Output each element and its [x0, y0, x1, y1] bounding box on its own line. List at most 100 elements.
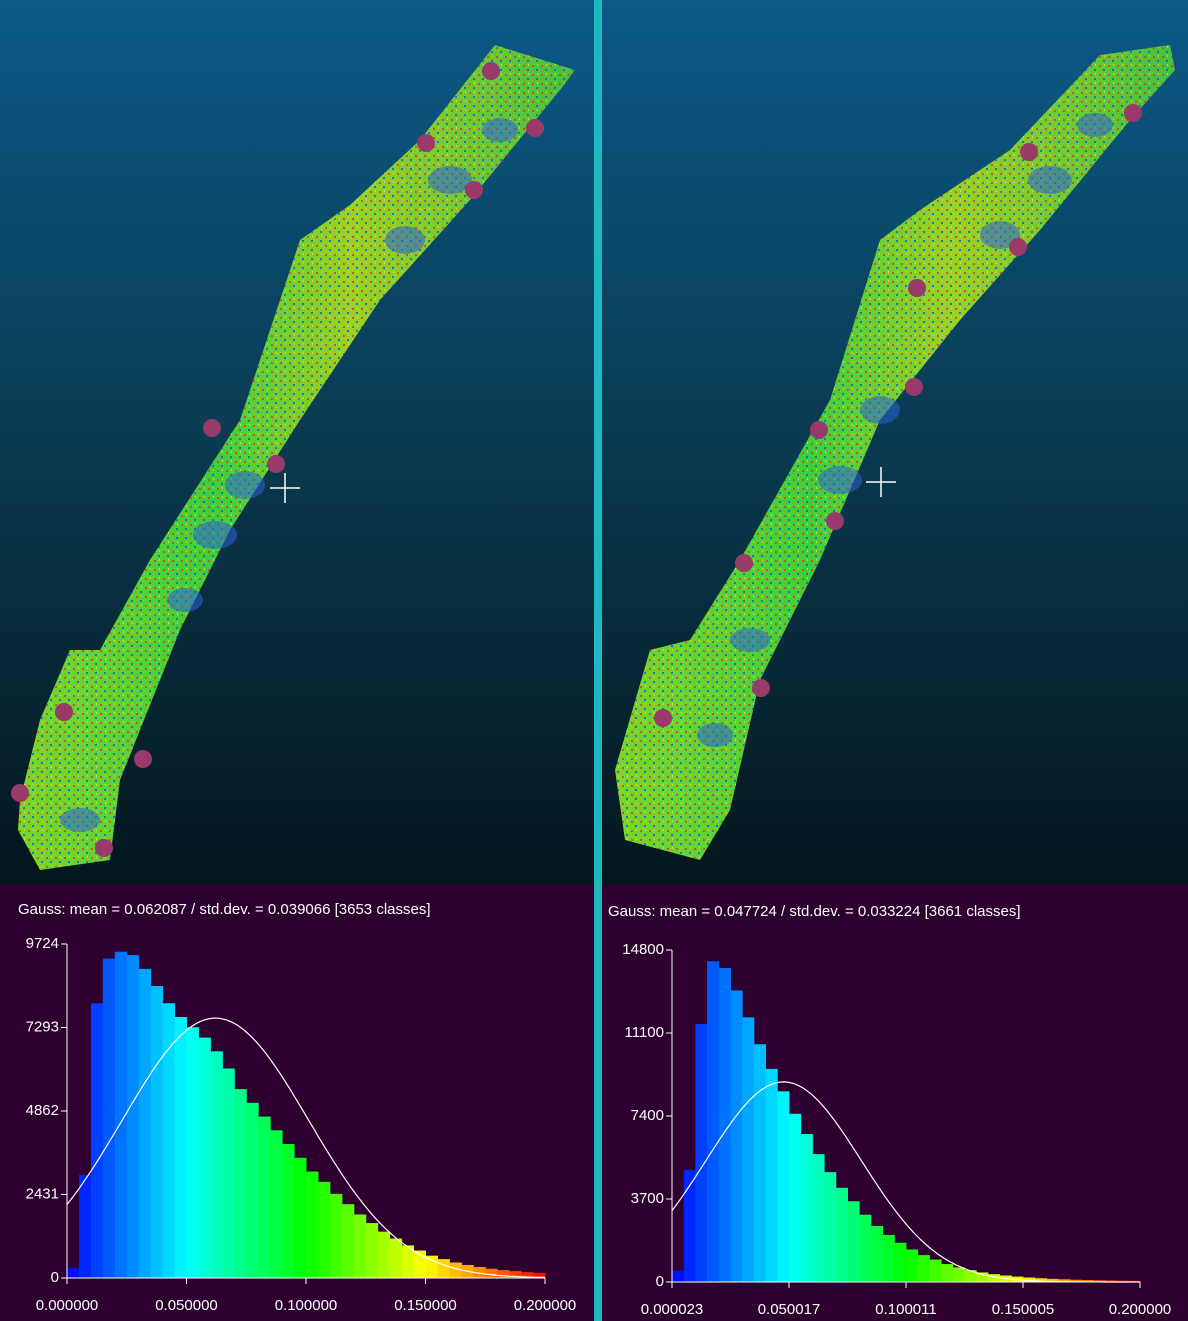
bar — [765, 1068, 778, 1282]
point-cloud-left — [11, 45, 575, 870]
bar — [126, 955, 140, 1278]
bar — [270, 1130, 283, 1278]
bar — [859, 1214, 872, 1282]
bar — [174, 1016, 187, 1278]
bar — [222, 1068, 235, 1278]
bar — [1116, 1280, 1129, 1282]
bar — [162, 1003, 176, 1278]
x-tick-label: 0.150000 — [394, 1297, 457, 1314]
divider — [594, 0, 602, 1321]
bar — [138, 968, 152, 1278]
bar — [413, 1250, 426, 1278]
x-tick-label: 0.150005 — [992, 1301, 1055, 1318]
y-tick-label: 2431 — [26, 1185, 59, 1202]
bar — [317, 1181, 331, 1278]
bar — [341, 1204, 355, 1278]
x-tick-label: 0.050000 — [155, 1297, 218, 1314]
y-tick-label: 11100 — [625, 1024, 665, 1041]
bar — [150, 986, 164, 1278]
point-cloud-right — [615, 45, 1175, 860]
histogram-title: Gauss: mean = 0.047724 / std.dev. = 0.03… — [608, 903, 1021, 920]
bar — [672, 1270, 685, 1282]
bar — [90, 1003, 104, 1278]
x-tick-label: 0.050017 — [758, 1301, 821, 1318]
bar — [246, 1102, 259, 1278]
y-tick-label: 7400 — [631, 1107, 664, 1124]
bar — [1058, 1279, 1071, 1282]
bar — [1081, 1279, 1094, 1282]
bar — [870, 1225, 884, 1282]
x-tick-label: 0.200000 — [1109, 1301, 1172, 1318]
bar — [952, 1267, 965, 1282]
bar — [917, 1255, 930, 1282]
bar — [894, 1242, 907, 1282]
bar — [987, 1274, 1001, 1282]
bar — [497, 1270, 510, 1278]
bar — [509, 1271, 522, 1278]
bar — [521, 1272, 534, 1278]
y-tick-label: 3700 — [631, 1190, 664, 1207]
bar — [401, 1245, 415, 1278]
bar — [437, 1259, 450, 1278]
bar — [730, 990, 743, 1282]
bar — [777, 1091, 790, 1282]
bar — [114, 951, 128, 1278]
bar — [718, 967, 731, 1282]
x-tick-label: 0.000000 — [36, 1297, 99, 1314]
y-tick-label: 9724 — [26, 935, 59, 952]
x-tick-label: 0.100011 — [875, 1301, 936, 1318]
bar — [389, 1238, 403, 1278]
histogram-title: Gauss: mean = 0.062087 / std.dev. = 0.03… — [18, 901, 431, 918]
bar — [835, 1187, 848, 1282]
bar — [473, 1267, 486, 1278]
bar — [964, 1270, 977, 1282]
y-tick-label: 7293 — [26, 1018, 59, 1035]
bar — [365, 1223, 379, 1278]
bar — [707, 961, 720, 1282]
bar — [186, 1027, 199, 1278]
gauss-curve — [66, 1017, 546, 1279]
bar — [1093, 1280, 1106, 1282]
bar — [905, 1249, 919, 1282]
bar — [425, 1255, 438, 1278]
bar — [294, 1157, 307, 1278]
bar — [329, 1193, 343, 1278]
bar — [941, 1264, 954, 1282]
bar — [78, 1174, 92, 1278]
bar — [67, 1267, 80, 1278]
bar — [306, 1171, 319, 1278]
bar — [1069, 1279, 1082, 1282]
bar — [1046, 1278, 1059, 1282]
y-tick-label: 0 — [51, 1269, 59, 1286]
bar — [377, 1231, 391, 1278]
bar — [198, 1037, 211, 1278]
bar — [882, 1234, 895, 1282]
bar — [1104, 1280, 1118, 1282]
bar — [485, 1268, 498, 1278]
bar — [210, 1051, 223, 1278]
bar — [976, 1272, 989, 1282]
bar — [847, 1201, 860, 1282]
bar — [695, 1024, 708, 1282]
y-tick-label: 4862 — [26, 1102, 59, 1119]
bar — [929, 1259, 942, 1282]
x-tick-label: 0.000023 — [641, 1301, 704, 1318]
bar — [234, 1089, 247, 1278]
bar — [353, 1214, 367, 1278]
bar — [449, 1262, 462, 1278]
bar — [102, 958, 116, 1278]
bar — [788, 1113, 802, 1282]
bar — [753, 1044, 767, 1282]
bar — [742, 1017, 755, 1282]
y-tick-label: 0 — [656, 1273, 664, 1290]
y-tick-label: 14800 — [622, 941, 664, 958]
bar — [1022, 1277, 1036, 1282]
bar — [533, 1272, 546, 1278]
bar — [1034, 1278, 1047, 1282]
x-tick-label: 0.200000 — [514, 1297, 577, 1314]
bar — [683, 1169, 696, 1282]
bar — [258, 1116, 271, 1278]
bar — [282, 1144, 295, 1278]
